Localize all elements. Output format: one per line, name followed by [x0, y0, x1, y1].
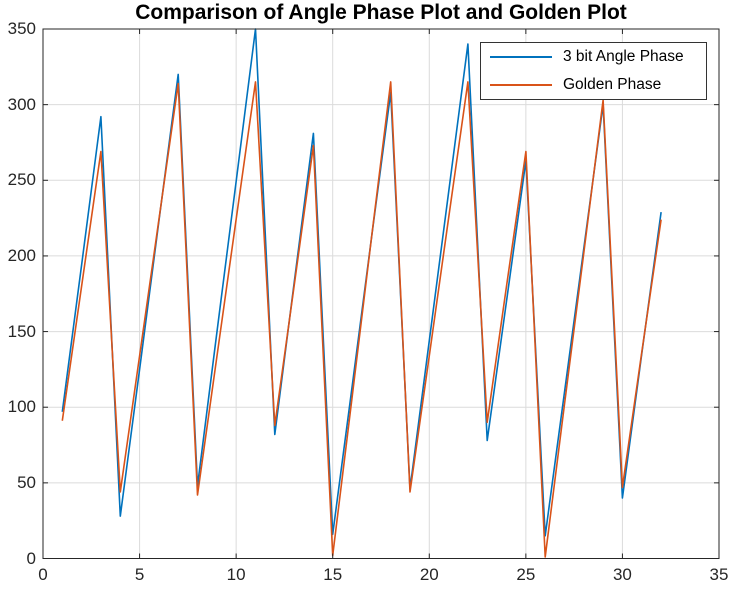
x-tick-label: 0 — [38, 565, 48, 584]
x-tick-label: 10 — [226, 565, 246, 584]
x-tick-label: 20 — [419, 565, 439, 584]
y-tick-label: 50 — [17, 472, 36, 492]
y-tick-label: 350 — [7, 19, 36, 38]
x-tick-label: 30 — [612, 565, 632, 584]
chart-title: Comparison of Angle Phase Plot and Golde… — [135, 1, 627, 24]
y-tick-label: 300 — [7, 94, 36, 114]
x-tick-label: 25 — [516, 565, 536, 584]
legend-label: Golden Phase — [563, 75, 662, 93]
x-tick-label: 35 — [709, 565, 729, 584]
y-tick-label: 250 — [7, 170, 36, 190]
x-tick-label: 15 — [323, 565, 343, 584]
legend-line-orange — [490, 83, 552, 86]
y-tick-label: 100 — [7, 397, 36, 417]
series-line-golden-phase — [61, 81, 662, 558]
legend-label: 3 bit Angle Phase — [563, 48, 684, 66]
y-tick-label: 200 — [7, 245, 36, 265]
axes-box — [42, 28, 720, 559]
legend-item-3-bit-angle-phase: 3 bit Angle Phase — [481, 44, 706, 70]
legend-item-golden-phase: Golden Phase — [481, 72, 706, 98]
y-tick-label: 0 — [26, 548, 36, 568]
legend-line-blue — [490, 56, 552, 59]
y-tick-label: 150 — [7, 321, 36, 341]
legend: 3 bit Angle Phase Golden Phase — [480, 42, 707, 100]
x-tick-label: 5 — [134, 565, 145, 584]
